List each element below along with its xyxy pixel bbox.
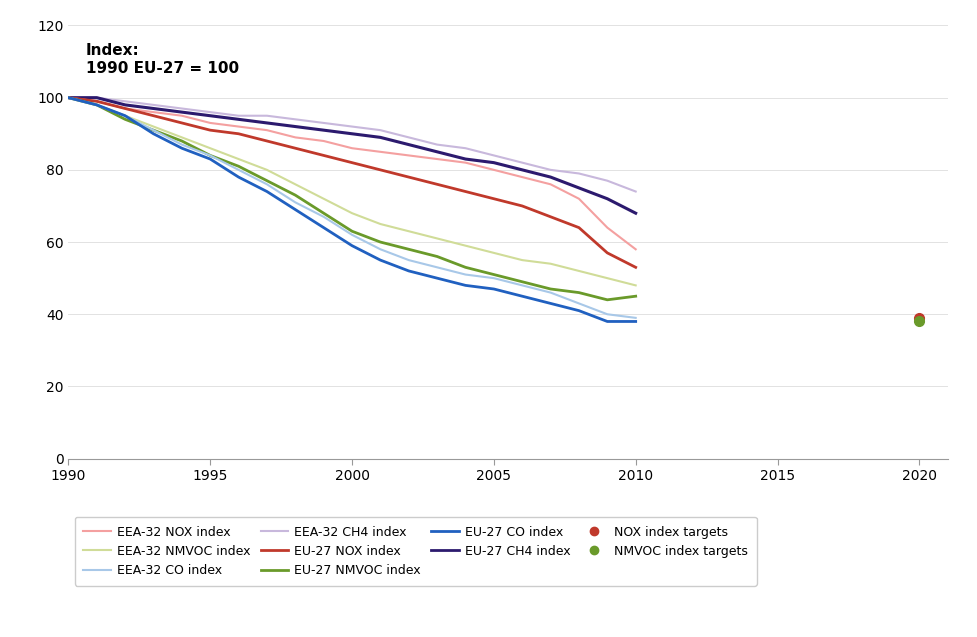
Text: Index:
1990 EU-27 = 100: Index: 1990 EU-27 = 100 [86, 43, 239, 76]
Legend: EEA-32 NOX index, EEA-32 NMVOC index, EEA-32 CO index, EEA-32 CH4 index, EU-27 N: EEA-32 NOX index, EEA-32 NMVOC index, EE… [74, 517, 757, 586]
